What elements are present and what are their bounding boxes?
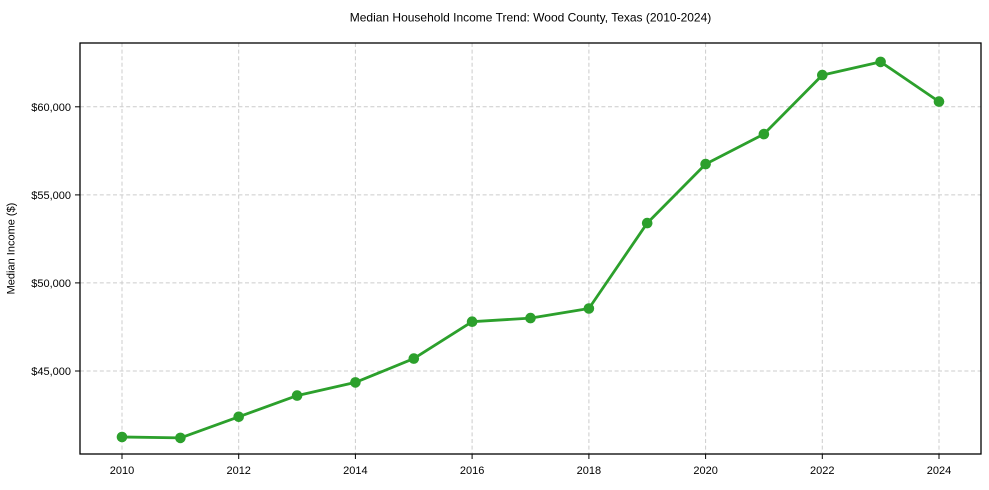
data-point — [641, 217, 653, 229]
y-axis-label: Median Income ($) — [6, 203, 18, 295]
data-point — [875, 56, 886, 68]
x-tick-label: 2012 — [226, 465, 250, 477]
x-tick-label: 2014 — [343, 465, 367, 477]
data-point — [291, 390, 303, 401]
data-point — [758, 128, 770, 140]
x-tick-label: 2024 — [927, 465, 951, 477]
y-tick-label: $60,000 — [31, 102, 71, 114]
data-point — [817, 69, 828, 81]
data-point — [583, 303, 595, 314]
data-point — [233, 411, 244, 423]
x-tick-label: 2020 — [693, 465, 717, 477]
gridlines — [80, 43, 981, 454]
data-point — [116, 431, 128, 443]
data-point — [408, 353, 420, 364]
y-axis: $45,000 $50,000 $55,000 $60,000 — [31, 102, 80, 378]
data-point — [933, 96, 945, 107]
data-point — [350, 377, 361, 388]
plot-border — [79, 42, 982, 455]
data-point — [175, 432, 186, 444]
chart-title: Median Household Income Trend: Wood Coun… — [350, 11, 712, 25]
trend-line — [120, 60, 941, 440]
y-tick-label: $55,000 — [31, 190, 71, 202]
x-tick-label: 2016 — [460, 465, 484, 477]
y-tick-label: $50,000 — [31, 278, 71, 290]
x-axis: 2010 2012 2014 2016 2018 2020 2022 2024 — [110, 454, 951, 477]
data-point — [525, 312, 536, 324]
y-tick-label: $45,000 — [31, 366, 71, 378]
data-point — [466, 316, 478, 328]
data-points — [116, 56, 945, 444]
x-tick-label: 2010 — [110, 465, 134, 477]
x-tick-label: 2018 — [577, 465, 601, 477]
data-point — [700, 158, 711, 170]
x-tick-label: 2022 — [810, 465, 834, 477]
